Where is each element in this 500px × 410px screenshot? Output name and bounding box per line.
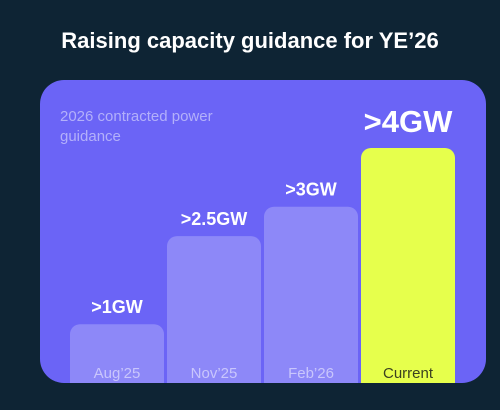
value-label: >4GW bbox=[364, 104, 453, 139]
subtitle: guidance bbox=[60, 128, 121, 145]
bar bbox=[264, 206, 358, 383]
plot-area bbox=[70, 148, 455, 383]
bar bbox=[167, 236, 261, 383]
bar bbox=[70, 324, 164, 383]
x-tick-label: Aug’25 bbox=[94, 365, 141, 382]
bar bbox=[361, 148, 455, 383]
subtitle: 2026 contracted power bbox=[60, 108, 213, 125]
value-label: >1GW bbox=[91, 297, 143, 317]
x-tick-label: Feb’26 bbox=[288, 365, 334, 382]
chart-title: Raising capacity guidance for YE’26 bbox=[61, 28, 438, 53]
x-tick-label: Current bbox=[383, 365, 434, 382]
x-tick-label: Nov’25 bbox=[191, 365, 238, 382]
value-label: >2.5GW bbox=[181, 209, 248, 229]
value-label: >3GW bbox=[285, 180, 337, 200]
